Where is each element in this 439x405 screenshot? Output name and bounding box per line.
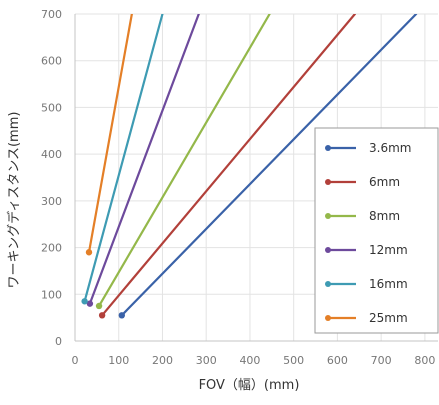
x-tick-label: 200 <box>152 354 173 367</box>
legend-label: 12mm <box>369 243 408 257</box>
y-tick-labels: 0 100 200 300 400 500 600 700 <box>41 8 62 348</box>
x-tick-label: 500 <box>283 354 304 367</box>
y-tick-label: 600 <box>41 55 62 68</box>
series-start-point-6mm <box>98 312 106 319</box>
y-tick-label: 500 <box>41 101 62 114</box>
x-tick-label: 100 <box>108 354 129 367</box>
y-tick-label: 400 <box>41 148 62 161</box>
legend-label: 8mm <box>369 209 400 223</box>
series-start-point-3.6mm <box>118 312 125 319</box>
legend-label: 25mm <box>369 311 408 325</box>
series-line-8mm <box>97 14 271 308</box>
series-line-16mm <box>83 14 164 303</box>
legend-item-3.6mm: 3.6mm <box>325 141 411 155</box>
y-tick-label: 700 <box>41 8 62 21</box>
legend-swatch-dot <box>325 213 331 219</box>
y-tick-label: 100 <box>41 288 62 301</box>
x-axis-title: FOV（幅）(mm) <box>199 378 300 393</box>
series-line-3.6mm <box>120 14 418 317</box>
y-tick-label: 0 <box>55 335 62 348</box>
series-lines <box>81 14 418 319</box>
legend-swatch-dot <box>325 145 331 151</box>
y-axis-title: ワーキングディスタンス(mm) <box>6 112 22 289</box>
legend: 3.6mm 6mm 8mm 12mm 16mm 25mm <box>314 127 439 334</box>
legend-swatch-dot <box>325 179 331 185</box>
series-line-12mm <box>88 14 200 305</box>
legend-label: 16mm <box>369 277 408 291</box>
legend-item-8mm: 8mm <box>325 209 400 223</box>
legend-swatch-dot <box>325 247 331 253</box>
x-tick-label: 0 <box>72 354 79 367</box>
legend-item-6mm: 6mm <box>325 175 400 189</box>
series-line-6mm <box>101 14 357 317</box>
x-tick-label: 300 <box>196 354 217 367</box>
series-line-25mm <box>87 14 133 254</box>
x-tick-label: 700 <box>371 354 392 367</box>
legend-label: 3.6mm <box>369 141 411 155</box>
x-tick-label: 600 <box>327 354 348 367</box>
series-start-point-12mm <box>86 300 94 307</box>
legend-item-12mm: 12mm <box>325 243 408 257</box>
legend-label: 6mm <box>369 175 400 189</box>
legend-swatch-dot <box>325 315 331 321</box>
legend-item-16mm: 16mm <box>325 277 408 291</box>
y-tick-label: 200 <box>41 242 62 255</box>
y-tick-label: 300 <box>41 195 62 208</box>
series-start-point-16mm <box>81 298 88 305</box>
legend-box <box>314 127 439 334</box>
axes <box>74 14 438 342</box>
legend-item-25mm: 25mm <box>325 311 408 325</box>
x-tick-label: 400 <box>239 354 260 367</box>
x-tick-labels: 0 100 200 300 400 500 600 700 800 <box>72 354 436 367</box>
series-start-point-8mm <box>95 302 103 310</box>
x-tick-label: 800 <box>414 354 435 367</box>
legend-swatch-dot <box>325 281 331 287</box>
series-start-point-25mm <box>85 249 93 256</box>
